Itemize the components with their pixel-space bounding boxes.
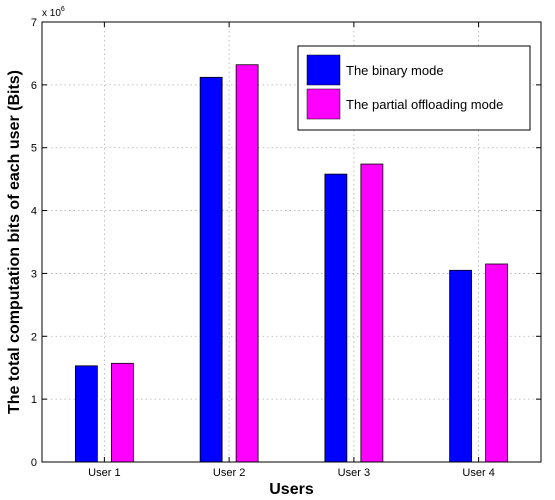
y-tick-label: 6 <box>31 80 37 92</box>
y-tick-label: 1 <box>31 394 37 406</box>
legend-swatch-partial <box>306 88 341 120</box>
bars <box>74 64 509 463</box>
y-tick-label: 0 <box>31 457 37 469</box>
axis-ticks: 0 1 2 3 4 5 6 7 User 1 User 2 User 3 User 4 <box>31 17 541 479</box>
y-tick-label: 2 <box>31 331 37 343</box>
bar-binary <box>449 269 473 463</box>
legend: The binary mode The partial offloading m… <box>297 45 531 131</box>
x-tick-label: User 1 <box>88 467 120 479</box>
bar-partial <box>360 163 384 463</box>
y-axis-title: The total computation bits of each user … <box>6 70 23 414</box>
x-tick-label: User 2 <box>213 467 245 479</box>
legend-label-partial: The partial offloading mode <box>346 97 503 112</box>
x-axis-title: Users <box>269 481 314 498</box>
x-tick-label: User 4 <box>462 467 494 479</box>
bar-partial <box>235 64 259 463</box>
bar-partial <box>110 362 134 463</box>
legend-label-binary: The binary mode <box>346 63 444 78</box>
plot-frame <box>41 21 542 463</box>
x-tick-label: User 3 <box>338 467 370 479</box>
y-tick-label: 3 <box>31 268 37 280</box>
bar-partial <box>485 263 509 463</box>
y-axis-multiplier: x 106 <box>42 6 65 19</box>
legend-swatch-binary <box>306 54 341 86</box>
y-tick-label: 7 <box>31 17 37 29</box>
y-tick-label: 4 <box>31 206 37 218</box>
bar-binary <box>324 173 348 463</box>
y-tick-label: 5 <box>31 143 37 155</box>
bar-binary <box>199 76 223 463</box>
bar-binary <box>74 365 98 463</box>
